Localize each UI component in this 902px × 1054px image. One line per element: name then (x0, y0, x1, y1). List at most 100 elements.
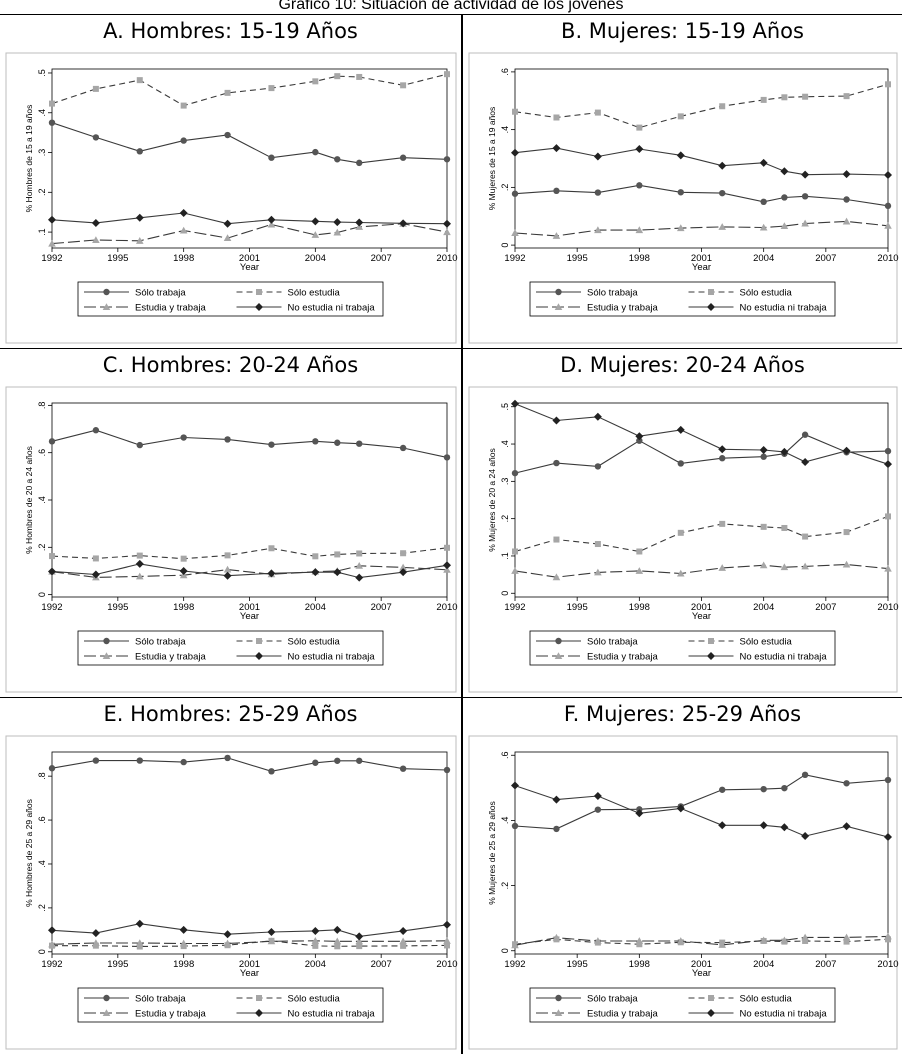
data-point (92, 939, 100, 947)
y-tick-label: .1 (500, 552, 510, 560)
x-tick-label: 2001 (691, 253, 712, 264)
legend-label: No estudia ni trabaja (740, 652, 828, 663)
series-line (514, 785, 889, 838)
data-point (355, 932, 364, 941)
graph-region (5, 52, 457, 344)
series-0 (511, 431, 892, 477)
data-point (594, 226, 602, 234)
x-tick-label: 2004 (753, 602, 774, 613)
data-point (676, 804, 685, 813)
data-point (802, 533, 809, 540)
data-point (224, 754, 231, 762)
legend-label: Sólo trabaja (135, 288, 186, 299)
y-tick-label: .8 (37, 772, 47, 780)
legend-label: No estudia ni trabaja (288, 303, 376, 314)
y-tick-label: .2 (37, 544, 47, 552)
legend-marker (554, 652, 563, 659)
x-tick-label: 2001 (691, 959, 712, 970)
legend-label: Estudia y trabaja (135, 1009, 206, 1020)
series-line (51, 563, 448, 579)
data-point (356, 757, 363, 764)
data-point (399, 937, 407, 945)
x-tick-label: 1992 (41, 602, 62, 613)
y-tick-label: .4 (37, 496, 47, 504)
data-point (552, 416, 561, 425)
legend-marker (707, 1009, 715, 1017)
data-point (224, 89, 231, 96)
data-point (135, 237, 144, 244)
y-tick-label: .6 (500, 68, 510, 76)
x-axis-label: Year (240, 611, 259, 622)
series-2 (511, 932, 892, 949)
x-tick-label: 2001 (239, 253, 260, 264)
data-point (312, 942, 319, 949)
data-point (593, 791, 602, 800)
y-tick-label: .2 (500, 184, 510, 192)
legend-marker (708, 638, 714, 644)
x-tick-label: 1995 (567, 253, 588, 264)
series-line (514, 147, 889, 176)
series-3 (511, 781, 892, 842)
legend-marker (554, 1009, 563, 1016)
data-point (801, 457, 810, 466)
data-point (719, 455, 726, 462)
data-point (553, 825, 560, 833)
series-line (51, 429, 448, 458)
data-point (801, 431, 809, 438)
y-tick-label: .4 (500, 440, 510, 448)
data-point (356, 73, 363, 80)
legend-box (529, 987, 836, 1023)
data-point (267, 220, 276, 228)
graph-region (468, 735, 898, 1050)
data-point (399, 154, 407, 161)
data-point (135, 213, 144, 222)
data-point (399, 926, 408, 935)
y-tick-label: .6 (37, 449, 47, 457)
series-0 (511, 771, 892, 833)
data-point (801, 562, 809, 570)
data-point (135, 572, 144, 580)
x-tick-label: 1995 (567, 602, 588, 613)
data-point (180, 555, 187, 562)
data-point (268, 154, 275, 161)
legend-marker (707, 652, 715, 660)
data-point (780, 563, 789, 571)
data-point (180, 137, 187, 144)
data-point (884, 202, 892, 210)
data-point (759, 936, 768, 944)
data-point (136, 148, 143, 155)
data-point (511, 941, 519, 949)
series-line (51, 122, 448, 164)
y-tick-label: .2 (37, 189, 47, 197)
x-tick-label: 1995 (107, 959, 128, 970)
data-point (179, 566, 188, 575)
data-point (179, 208, 188, 217)
y-tick-label: .8 (37, 402, 47, 410)
data-point (356, 440, 363, 447)
data-point (511, 229, 519, 236)
data-point (92, 427, 100, 434)
legend-marker (103, 637, 110, 645)
data-point (443, 561, 451, 570)
data-point (444, 942, 450, 949)
data-point (843, 196, 850, 203)
legend-label: Sólo trabaja (135, 994, 186, 1005)
data-point (334, 757, 341, 764)
data-point (312, 438, 319, 445)
y-tick-label: .6 (500, 752, 510, 760)
data-point (842, 560, 851, 568)
series-3 (511, 144, 892, 179)
x-tick-label: 2007 (371, 959, 392, 970)
data-point (355, 218, 364, 227)
legend-label: Estudia y trabaja (135, 652, 206, 663)
data-point (719, 786, 726, 793)
legend-label: Estudia y trabaja (587, 1009, 658, 1020)
data-point (333, 218, 342, 227)
y-tick-label: .5 (500, 403, 510, 411)
x-tick-label: 1992 (504, 959, 525, 970)
x-tick-label: 2001 (239, 602, 260, 613)
data-point (843, 938, 850, 945)
series-line (51, 73, 448, 107)
data-point (333, 925, 342, 934)
legend-box (77, 281, 384, 317)
